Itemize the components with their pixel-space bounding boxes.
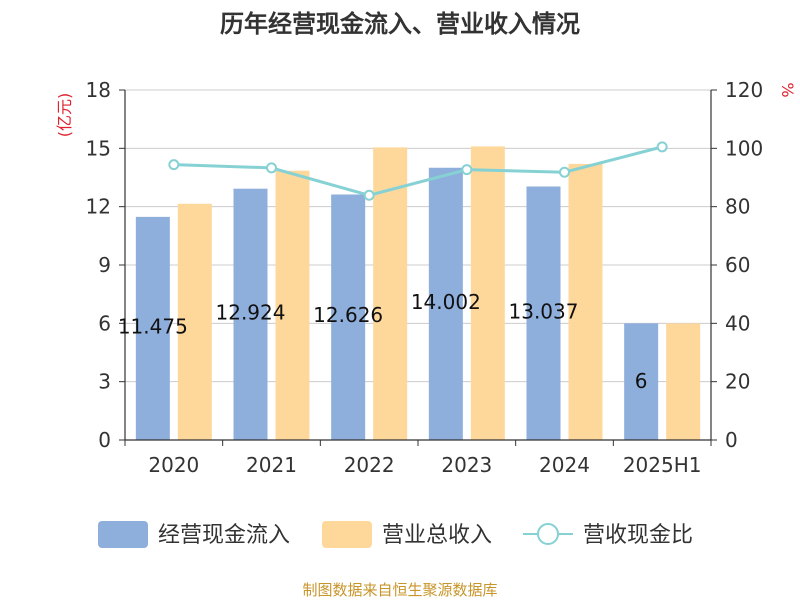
x-tick-label: 2024 — [539, 453, 590, 477]
right-tick-label: 60 — [725, 253, 750, 277]
right-tick-label: 20 — [725, 370, 750, 394]
bar-data-label: 12.626 — [313, 303, 383, 327]
x-tick-label: 2023 — [441, 453, 492, 477]
right-axis-unit: % — [778, 82, 797, 97]
bars — [135, 146, 701, 440]
bar-total-revenue — [568, 163, 603, 440]
x-tick-label: 2022 — [344, 453, 395, 477]
bar-cash-inflow — [624, 323, 659, 440]
bar-cash-inflow — [428, 167, 463, 440]
ratio-point — [168, 159, 180, 171]
bar-total-revenue — [373, 147, 408, 440]
left-tick-label: 3 — [98, 370, 111, 394]
left-tick-label: 9 — [98, 253, 111, 277]
legend-swatch-total-revenue — [322, 521, 372, 548]
left-tick-label: 12 — [86, 195, 111, 219]
ratio-point — [656, 141, 668, 153]
bar-total-revenue — [666, 323, 701, 440]
grid — [125, 89, 711, 383]
bar-data-label: 11.475 — [118, 314, 188, 338]
data-labels: 11.475 12.924 12.626 14.002 13.037 6 — [118, 290, 648, 393]
bar-data-label: 6 — [635, 369, 648, 393]
ratio-series-line — [173, 145, 663, 197]
source-note: 制图数据来自恒生聚源数据库 — [302, 581, 497, 599]
chart-title: 历年经营现金流入、营业收入情况 — [220, 10, 580, 38]
bar-total-revenue — [275, 170, 310, 440]
right-tick-label: 120 — [725, 78, 763, 102]
ratio-point — [266, 162, 277, 174]
bar-data-label: 12.924 — [216, 300, 286, 324]
legend: 经营现金流入 营业总收入 营收现金比 — [98, 521, 693, 548]
x-tick-label: 2021 — [246, 453, 297, 477]
x-tick-label: 2020 — [148, 453, 199, 477]
ratio-point — [559, 166, 570, 178]
bar-total-revenue — [470, 146, 505, 440]
bar-total-revenue — [177, 203, 212, 440]
bar-data-label: 14.002 — [411, 290, 481, 314]
legend-label-ratio: 营收现金比 — [583, 523, 693, 548]
left-tick-label: 15 — [86, 136, 111, 160]
right-tick-label: 80 — [725, 195, 750, 219]
left-tick-label: 0 — [98, 428, 111, 452]
left-tick-label: 6 — [98, 311, 111, 335]
left-tick-label: 18 — [86, 78, 111, 102]
left-axis-unit: (亿元) — [55, 93, 74, 138]
legend-swatch-ratio-marker — [537, 523, 559, 545]
legend-label-total-revenue: 营业总收入 — [382, 523, 492, 548]
x-tick-label: 2025H1 — [623, 453, 702, 477]
bar-cash-inflow — [331, 194, 366, 440]
right-tick-label: 0 — [725, 428, 738, 452]
bar-cash-inflow — [526, 186, 561, 440]
ratio-point — [461, 164, 473, 176]
ratio-point — [363, 189, 375, 201]
legend-label-cash-inflow: 经营现金流入 — [158, 523, 290, 548]
bar-data-label: 13.037 — [509, 299, 579, 323]
axes: 0 3 6 9 12 15 18 0 20 40 60 80 100 120 2020 2021 2022 202… — [86, 78, 764, 477]
bar-cash-inflow — [135, 216, 170, 440]
right-tick-label: 100 — [725, 136, 763, 160]
bar-cash-inflow — [233, 188, 268, 440]
right-tick-label: 40 — [725, 311, 750, 335]
legend-swatch-cash-inflow — [98, 521, 148, 548]
ratio-line — [168, 141, 668, 201]
